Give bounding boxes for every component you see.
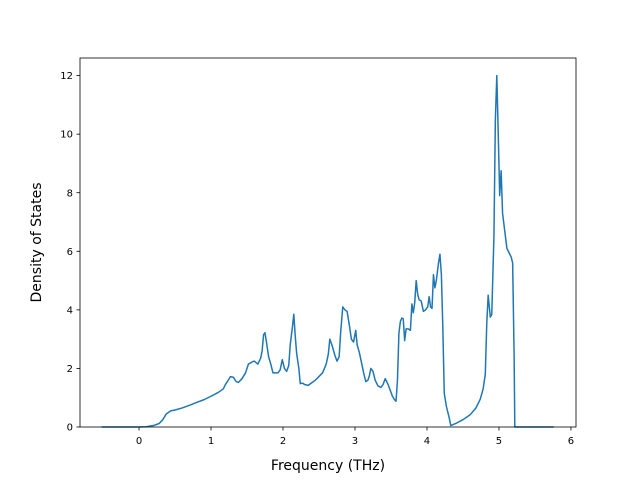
x-axis-label: Frequency (THz) <box>271 458 385 474</box>
x-tick-label: 0 <box>136 436 142 447</box>
y-tick-label: 4 <box>67 305 73 316</box>
y-tick-label: 12 <box>60 71 73 82</box>
x-tick-label: 4 <box>424 436 430 447</box>
y-tick-label: 10 <box>60 130 73 141</box>
x-tick-label: 3 <box>352 436 358 447</box>
x-tick-label: 6 <box>568 436 574 447</box>
plot-area <box>101 74 554 428</box>
y-tick-label: 8 <box>67 188 73 199</box>
y-axis-label: Density of States <box>29 183 45 303</box>
plot-frame <box>79 57 577 428</box>
y-tick-label: 6 <box>67 247 73 258</box>
x-tick-label: 1 <box>208 436 214 447</box>
y-tick-label: 2 <box>67 364 73 375</box>
x-tick-label: 5 <box>496 436 502 447</box>
x-tick-label: 2 <box>280 436 286 447</box>
y-tick-label: 0 <box>67 423 73 434</box>
dos-series-line <box>101 74 554 428</box>
